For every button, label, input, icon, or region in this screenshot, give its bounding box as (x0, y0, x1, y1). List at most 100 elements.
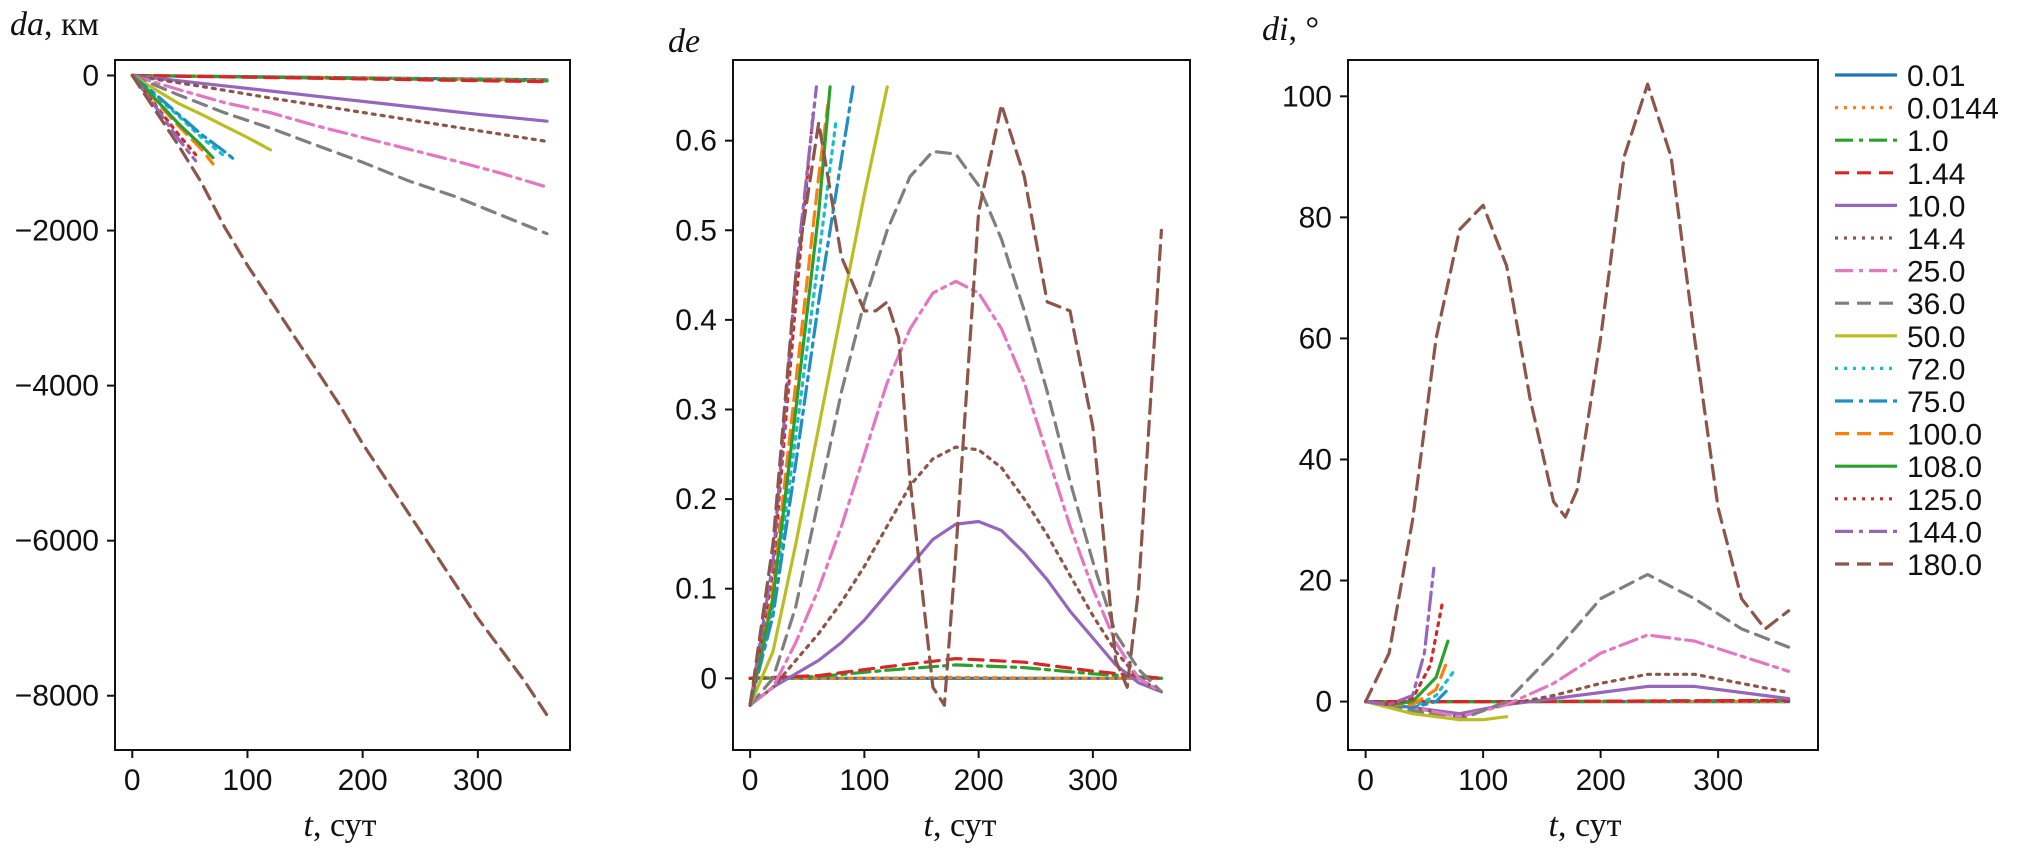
y-tick-label-di-3: 60 (1299, 322, 1332, 355)
ticks-da: 0 100 200 300 0 −2000 −4000 −6000 −8000 (15, 60, 503, 797)
series-line-de-75-0 (748, 85, 855, 707)
series-line-di-180-0 (1363, 82, 1791, 704)
x-tick-label-da-300: 300 (453, 764, 503, 797)
series-line-de-180-0 (748, 103, 1164, 707)
series-line-de-125-0 (748, 112, 815, 707)
y-tick-label-di-2: 40 (1299, 443, 1332, 476)
series-line-de-36-0 (748, 149, 1164, 707)
xlabel-di-var: t (1549, 807, 1560, 844)
legend-label-1-44: 1.44 (1907, 158, 1965, 191)
x-tick-label-de-100: 100 (839, 764, 889, 797)
series-line-de-10-0 (748, 519, 1164, 707)
legend-label-50-0: 50.0 (1907, 321, 1965, 354)
series-line-da-1-44 (130, 73, 549, 84)
xlabel-da: t, сут (304, 807, 377, 844)
series-line-de-25-0 (748, 279, 1164, 707)
legend-label-36-0: 36.0 (1907, 288, 1965, 321)
series-line-da-14-4 (130, 73, 549, 143)
legend-label-75-0: 75.0 (1907, 386, 1965, 419)
ylabel-di-unit: , ° (1288, 11, 1319, 48)
x-tick-label-di-0: 0 (1357, 764, 1374, 797)
panel-de: de 0 100 200 300 0 0.1 0.2 0.3 0.4 0.5 0.6 t, сут (668, 23, 1191, 844)
legend-label-180-0: 180.0 (1907, 549, 1982, 582)
legend-label-25-0: 25.0 (1907, 256, 1965, 289)
y-tick-label-de-0: 0 (700, 662, 717, 695)
ylabel-di-var: di (1262, 11, 1288, 48)
ylabel-de: de (668, 23, 700, 60)
x-tick-label-de-0: 0 (742, 764, 759, 797)
xlabel-di-unit: , сут (1558, 807, 1622, 844)
series-line-di-50-0 (1363, 699, 1509, 722)
y-tick-label-de-5: 0.5 (675, 214, 717, 247)
y-tick-label-di-1: 20 (1299, 565, 1332, 598)
ylabel-da-var: da (10, 6, 44, 43)
xlabel-da-var: t (304, 807, 315, 844)
series-line-da-10-0 (130, 73, 549, 123)
lines-de (748, 85, 1164, 707)
series-line-de-14-4 (748, 445, 1164, 707)
legend: 0.010.01441.01.4410.014.425.036.050.072.… (1835, 60, 1999, 582)
ylabel-da: da, км (10, 6, 99, 43)
y-tick-label-da-0: 0 (82, 60, 99, 93)
y-tick-label-da-3: −6000 (15, 525, 99, 558)
series-line-di-100-0 (1363, 663, 1448, 707)
x-tick-label-da-100: 100 (222, 764, 272, 797)
y-tick-label-di-0: 0 (1315, 686, 1332, 719)
y-tick-label-da-4: −8000 (15, 680, 99, 713)
legend-label-14-4: 14.4 (1907, 223, 1965, 256)
x-tick-label-da-200: 200 (338, 764, 388, 797)
lines-da (130, 73, 549, 717)
y-tick-label-da-1: −2000 (15, 215, 99, 248)
series-line-da-75-0 (130, 73, 238, 163)
ylabel-da-unit: , км (44, 6, 99, 43)
series-line-da-180-0 (130, 73, 549, 717)
x-tick-label-di-300: 300 (1693, 764, 1743, 797)
plot-frame-di (1347, 59, 1819, 751)
y-tick-label-de-6: 0.6 (675, 125, 717, 158)
y-tick-label-de-2: 0.2 (675, 483, 717, 516)
xlabel-di: t, сут (1549, 807, 1622, 844)
y-tick-label-di-4: 80 (1299, 201, 1332, 234)
xlabel-de-var: t (924, 807, 935, 844)
legend-label-1-0: 1.0 (1907, 125, 1949, 158)
x-tick-label-di-200: 200 (1576, 764, 1626, 797)
xlabel-da-unit: , сут (313, 807, 377, 844)
legend-label-72-0: 72.0 (1907, 353, 1965, 386)
ylabel-de-var: de (668, 23, 700, 60)
series-line-da-25-0 (130, 73, 549, 189)
y-tick-label-de-4: 0.4 (675, 304, 717, 337)
series-line-di-125-0 (1363, 603, 1444, 707)
series-line-di-144-0 (1363, 566, 1436, 707)
series-line-di-25-0 (1363, 633, 1791, 719)
series-line-de-0-0144 (748, 675, 1164, 680)
ticks-de: 0 100 200 300 0 0.1 0.2 0.3 0.4 0.5 0.6 (675, 125, 1118, 797)
series-line-da-108-0 (130, 73, 215, 160)
legend-label-10-0: 10.0 (1907, 190, 1965, 223)
xlabel-de: t, сут (924, 807, 997, 844)
series-line-de-108-0 (748, 85, 832, 707)
y-tick-label-da-2: −4000 (15, 370, 99, 403)
series-line-da-50-0 (130, 73, 273, 152)
series-line-da-36-0 (130, 73, 549, 236)
legend-label-125-0: 125.0 (1907, 484, 1982, 517)
legend-label-0-0144: 0.0144 (1907, 93, 1999, 126)
x-tick-label-de-200: 200 (954, 764, 1004, 797)
legend-label-108-0: 108.0 (1907, 451, 1982, 484)
lines-di (1363, 82, 1791, 722)
series-line-da-144-0 (130, 73, 198, 163)
y-tick-label-de-1: 0.1 (675, 573, 717, 606)
panel-di: di, ° 0 100 200 300 0 20 40 60 80 100 t, сут (1262, 11, 1819, 844)
legend-label-0-01: 0.01 (1907, 60, 1965, 93)
legend-label-144-0: 144.0 (1907, 516, 1982, 549)
y-tick-label-de-3: 0.3 (675, 393, 717, 426)
series-line-de-50-0 (748, 85, 889, 707)
ylabel-di: di, ° (1262, 11, 1319, 48)
panel-da: da, км 0 100 200 300 0 −2000 −4000 −6000 −8000 t… (10, 6, 571, 844)
y-tick-label-di-5: 100 (1282, 80, 1332, 113)
x-tick-label-da-0: 0 (124, 764, 141, 797)
legend-label-100-0: 100.0 (1907, 419, 1982, 452)
x-tick-label-di-100: 100 (1458, 764, 1508, 797)
ticks-di: 0 100 200 300 0 20 40 60 80 100 (1282, 80, 1743, 797)
x-tick-label-de-300: 300 (1068, 764, 1118, 797)
